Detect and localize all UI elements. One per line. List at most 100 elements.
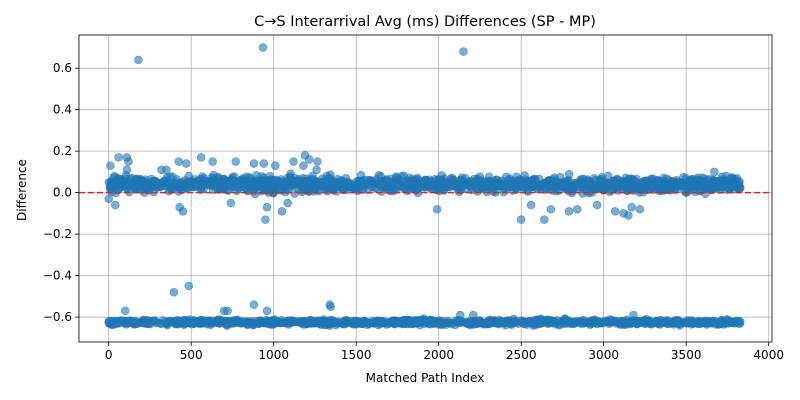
data-point <box>629 310 638 320</box>
data-point <box>226 198 236 208</box>
data-point <box>610 207 620 216</box>
data-point <box>120 306 130 316</box>
data-point <box>365 179 374 189</box>
x-tick-label: 0 <box>105 348 113 362</box>
chart-title: C→S Interarrival Avg (ms) Differences (S… <box>254 14 596 30</box>
data-point <box>444 181 454 191</box>
data-point <box>223 306 232 316</box>
data-point <box>290 189 300 198</box>
data-point <box>261 215 270 224</box>
data-point <box>289 157 298 166</box>
data-point <box>193 316 203 326</box>
data-point <box>104 194 113 204</box>
data-point <box>426 317 436 326</box>
data-point <box>355 179 365 189</box>
data-point <box>114 153 123 162</box>
data-point <box>727 317 737 327</box>
data-point <box>271 161 280 170</box>
data-point <box>653 176 663 186</box>
data-point <box>470 174 479 184</box>
data-point <box>600 316 609 326</box>
data-point <box>330 317 340 327</box>
data-point <box>567 186 577 196</box>
data-point <box>310 179 320 189</box>
data-point <box>551 186 561 196</box>
data-point <box>201 179 210 189</box>
y-tick-label: 0.0 <box>53 186 72 200</box>
data-point <box>307 318 317 327</box>
data-point <box>683 187 692 196</box>
data-point <box>271 319 281 328</box>
data-point <box>469 310 478 320</box>
data-point <box>299 161 308 170</box>
data-point <box>275 179 284 189</box>
data-points <box>104 43 745 330</box>
data-point <box>674 180 684 189</box>
data-point <box>164 186 174 196</box>
data-point <box>639 179 648 189</box>
y-tick-label: 0.2 <box>53 144 72 158</box>
data-point <box>137 317 146 327</box>
data-point <box>202 317 211 327</box>
data-point <box>339 318 348 328</box>
data-point <box>670 318 680 328</box>
data-point <box>338 177 347 186</box>
data-point <box>134 55 143 65</box>
data-point <box>729 178 738 188</box>
data-point <box>411 318 421 328</box>
y-axis-label: Difference <box>15 159 29 221</box>
data-point <box>635 204 645 214</box>
data-point <box>214 315 224 324</box>
y-tick-label: −0.6 <box>43 310 72 324</box>
data-point <box>208 157 217 166</box>
data-point <box>520 171 529 180</box>
x-tick-label: 1500 <box>341 348 372 362</box>
data-point <box>291 317 300 326</box>
data-point <box>277 207 287 216</box>
data-point <box>460 184 469 194</box>
data-point <box>111 200 120 210</box>
data-point <box>283 198 293 208</box>
data-point <box>250 182 260 191</box>
data-point <box>539 215 549 224</box>
data-point <box>486 318 495 327</box>
data-point <box>142 182 152 192</box>
x-tick-label: 1000 <box>258 348 289 362</box>
data-point <box>466 318 475 327</box>
data-point <box>471 183 481 193</box>
data-point <box>281 317 291 327</box>
data-point <box>543 178 553 187</box>
data-point <box>262 202 272 212</box>
data-point <box>229 316 239 325</box>
data-point <box>511 317 520 327</box>
data-point <box>502 316 512 326</box>
data-point <box>493 181 502 191</box>
data-point <box>455 310 465 320</box>
y-axis-ticks: −0.6 −0.4 −0.2 0.0 0.2 0.4 0.6 <box>43 61 79 324</box>
data-point <box>327 184 337 194</box>
data-point <box>392 173 401 183</box>
data-point <box>193 177 203 187</box>
data-point <box>313 157 322 166</box>
data-point <box>228 177 238 187</box>
data-point <box>572 204 582 214</box>
data-point <box>286 169 295 178</box>
data-point <box>627 202 637 212</box>
data-point <box>651 316 661 326</box>
data-point <box>320 317 330 326</box>
data-point <box>118 176 128 185</box>
data-point <box>238 174 248 183</box>
data-point <box>526 200 536 210</box>
data-point <box>548 318 557 327</box>
data-point <box>326 302 335 312</box>
data-point <box>459 47 468 56</box>
data-point <box>521 182 531 192</box>
data-point <box>178 207 188 216</box>
data-point <box>510 178 520 188</box>
data-point <box>437 320 447 329</box>
data-point <box>404 176 413 186</box>
data-point <box>564 169 574 179</box>
x-axis-ticks: 0 500 1000 1500 2000 2500 3000 3500 4000 <box>105 342 784 362</box>
data-point <box>250 189 260 199</box>
